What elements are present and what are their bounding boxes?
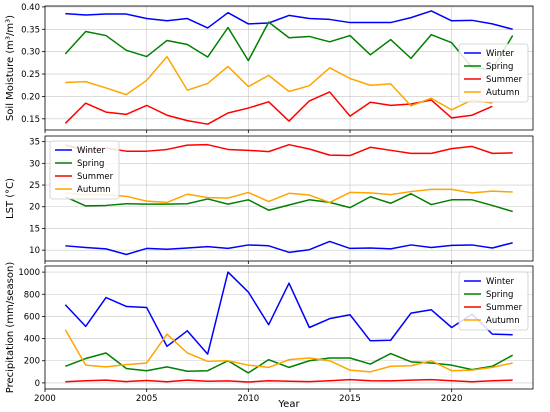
y-tick-label: 0 [35, 379, 40, 389]
legend-label-autumn: Autumn [486, 88, 520, 98]
legend-label-summer: Summer [77, 172, 114, 182]
y-tick-label: 1000 [18, 268, 40, 278]
series-line-autumn [65, 188, 513, 204]
x-axis-label: Year [277, 399, 300, 410]
plot-frame [44, 265, 534, 390]
series-line-spring [64, 21, 514, 71]
legend-box [458, 271, 529, 331]
legend-label-winter: Winter [486, 49, 515, 59]
legend-label-summer: Summer [486, 303, 523, 313]
y-tick-label: 0.30 [21, 48, 40, 58]
y-axis-label: Soil Moisture (m³/m³) [5, 15, 16, 121]
legend-box [49, 140, 120, 200]
legend-label-spring: Spring [486, 62, 513, 72]
y-axis-label: Precipitation (mm/season) [5, 262, 16, 394]
legend: Winter Spring Summer Autumn [49, 140, 120, 200]
y-tick-label: 0.20 [21, 92, 40, 102]
x-tick-label: 2005 [136, 394, 158, 404]
legend-label-summer: Summer [486, 75, 523, 85]
legend-label-spring: Spring [77, 159, 104, 169]
y-tick-label: 20 [29, 203, 40, 213]
y-tick-label: 30 [29, 159, 40, 169]
x-tick-label: 2000 [34, 394, 56, 404]
series-line-winter [65, 10, 513, 31]
y-tick-label: 15 [29, 224, 40, 234]
legend-label-spring: Spring [486, 290, 513, 300]
y-tick-label: 0.15 [21, 115, 40, 125]
legend-box [458, 43, 529, 103]
series-line-summer [65, 378, 513, 383]
y-tick-label: 0.25 [21, 70, 40, 80]
legend-label-winter: Winter [77, 146, 106, 156]
series-line-spring [65, 192, 513, 213]
y-tick-label: 200 [24, 357, 40, 367]
legend-label-autumn: Autumn [486, 316, 520, 326]
plot-frame [44, 5, 534, 131]
y-tick-label: 800 [24, 290, 40, 300]
y-tick-label: 400 [24, 335, 40, 345]
series-line-spring [65, 352, 514, 374]
x-tick-label: 2010 [238, 394, 260, 404]
y-axis-label: LST (°C) [5, 178, 16, 219]
series-line-summer [64, 91, 493, 125]
series-line-summer [65, 143, 513, 157]
series-line-winter [64, 271, 513, 355]
legend: Winter Spring Summer Autumn [458, 271, 529, 331]
y-tick-label: 25 [29, 181, 40, 191]
panel-3: 0 200 400 600 800 1000 2000 2005 2010 2015 2020 Pre… [5, 262, 534, 404]
series-line-winter [65, 240, 513, 256]
y-tick-label: 35 [29, 138, 40, 148]
y-tick-label: 0.40 [21, 3, 40, 13]
y-tick-label: 600 [24, 312, 40, 322]
legend-label-winter: Winter [486, 277, 515, 287]
panel-1: 0.15 0.20 0.25 0.30 0.35 0.40 Soil Moisture (m… [5, 3, 534, 133]
y-tick-label: 10 [29, 246, 40, 256]
x-tick-label: 2015 [339, 394, 361, 404]
x-tick-label: 2020 [441, 394, 463, 404]
plot-frame [44, 135, 534, 262]
series-line-autumn [64, 329, 513, 373]
y-tick-label: 0.35 [21, 25, 40, 35]
series-line-autumn [65, 55, 493, 111]
legend-label-autumn: Autumn [77, 185, 111, 195]
legend: Winter Spring Summer Autumn [458, 43, 529, 103]
panel-2: 10 15 20 25 30 35 LST (°C) Winter Spring Summer Au… [5, 135, 534, 264]
